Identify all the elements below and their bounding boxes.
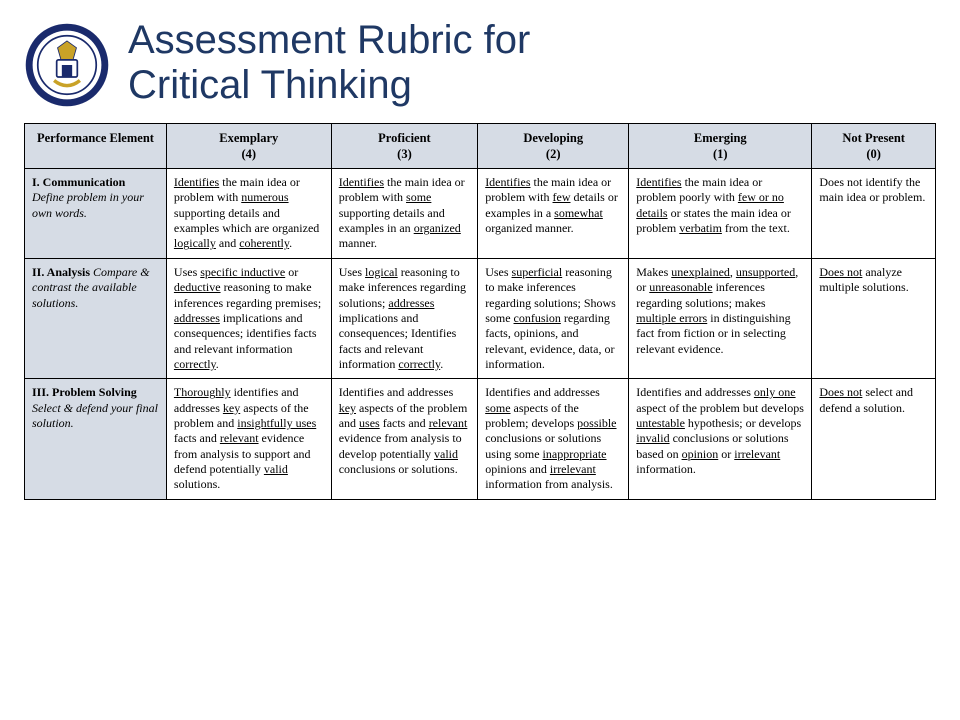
performance-element-cell: I. Communication Define problem in your … [25,169,167,259]
table-row: III. Problem Solving Select & defend you… [25,379,936,500]
performance-element-cell: II. Analysis Compare & contrast the avai… [25,258,167,379]
performance-element-title: II. Analysis [32,265,90,279]
col-header-developing: Developing(2) [478,124,629,169]
table-header-row: Performance Element Exemplary(4) Profici… [25,124,936,169]
col-header-element: Performance Element [25,124,167,169]
table-row: I. Communication Define problem in your … [25,169,936,259]
rubric-cell: Identifies the main idea or problem with… [478,169,629,259]
rubric-cell: Makes unexplained, unsupported, or unrea… [629,258,812,379]
performance-element-cell: III. Problem Solving Select & defend you… [25,379,167,500]
performance-element-title: I. Communication [32,175,125,189]
rubric-cell: Identifies and addresses some aspects of… [478,379,629,500]
performance-element-title: III. Problem Solving [32,385,137,399]
col-header-exemplary: Exemplary(4) [166,124,331,169]
table-row: II. Analysis Compare & contrast the avai… [25,258,936,379]
rubric-cell: Uses logical reasoning to make inference… [331,258,477,379]
rubric-cell: Identifies and addresses key aspects of … [331,379,477,500]
rubric-cell: Identifies the main idea or problem poor… [629,169,812,259]
header: Assessment Rubric for Critical Thinking [24,18,936,113]
performance-element-subtitle: Select & defend your final solution. [32,401,158,430]
page-title: Assessment Rubric for Critical Thinking [128,18,530,108]
college-seal-logo [24,18,110,113]
rubric-cell: Does not analyze multiple solutions. [812,258,936,379]
col-header-proficient: Proficient(3) [331,124,477,169]
performance-element-subtitle: Define problem in your own words. [32,190,144,219]
rubric-cell: Does not identify the main idea or probl… [812,169,936,259]
rubric-table: Performance Element Exemplary(4) Profici… [24,123,936,500]
rubric-cell: Identifies and addresses only one aspect… [629,379,812,500]
rubric-cell: Identifies the main idea or problem with… [331,169,477,259]
col-header-notpresent: Not Present(0) [812,124,936,169]
col-header-emerging: Emerging(1) [629,124,812,169]
rubric-cell: Thoroughly identifies and addresses key … [166,379,331,500]
rubric-cell: Uses superficial reasoning to make infer… [478,258,629,379]
rubric-cell: Does not select and defend a solution. [812,379,936,500]
rubric-cell: Identifies the main idea or problem with… [166,169,331,259]
rubric-cell: Uses specific inductive or deductive rea… [166,258,331,379]
